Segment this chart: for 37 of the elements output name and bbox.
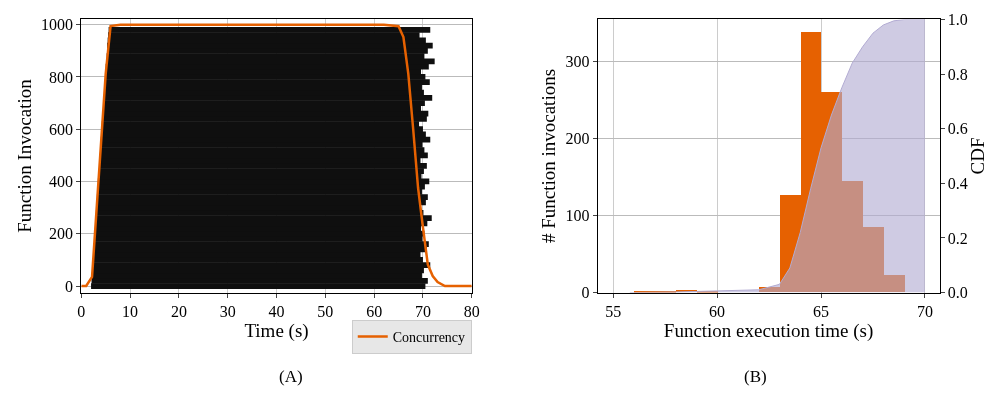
y-tick-label: 300	[565, 53, 590, 71]
x-tick-label: 70	[414, 302, 431, 320]
y-tick-label: 100	[565, 207, 590, 225]
y-tick-label: 400	[49, 173, 74, 191]
legend-label: Concurrency	[392, 329, 466, 345]
text: (A)	[279, 367, 303, 386]
x-axis-title: Time (s)	[244, 319, 309, 342]
y-axis-title: # Function invocations	[538, 68, 560, 244]
x-tick-label: 0	[77, 302, 86, 320]
y-tick-label: 600	[49, 120, 74, 138]
x-tick-label: 60	[366, 302, 383, 320]
y-tick-label: 0	[65, 277, 74, 295]
y-tick-label: 1000	[41, 16, 74, 34]
x-tick-label: 30	[219, 302, 236, 320]
x-tick-label: 70	[916, 302, 933, 320]
y-tick-label: 200	[49, 225, 74, 243]
y2-tick-label: 0.2	[947, 229, 968, 247]
x-tick-label: 50	[317, 302, 334, 320]
y2-tick-label: 0.6	[947, 120, 968, 138]
text: (B)	[744, 367, 767, 386]
x-tick-label: 40	[268, 302, 285, 320]
y2-tick-label: 1.0	[947, 11, 968, 29]
x-tick-label: 60	[709, 302, 726, 320]
y2-tick-label: 0.4	[947, 174, 968, 192]
y2-tick-label: 0.8	[947, 65, 968, 83]
y2-axis-title: CDF	[967, 137, 989, 175]
y-axis-title: Function Invocation	[13, 78, 35, 233]
x-tick-label: 20	[170, 302, 187, 320]
y2-tick-label: 0.0	[947, 284, 968, 302]
x-axis-title: Function execution time (s)	[663, 319, 874, 342]
y-tick-label: 800	[49, 68, 74, 86]
x-tick-label: 10	[122, 302, 139, 320]
x-tick-label: 55	[605, 302, 622, 320]
y-tick-label: 0	[581, 284, 590, 302]
y-tick-label: 200	[565, 130, 590, 148]
x-tick-label: 65	[813, 302, 830, 320]
x-tick-label: 80	[463, 302, 480, 320]
